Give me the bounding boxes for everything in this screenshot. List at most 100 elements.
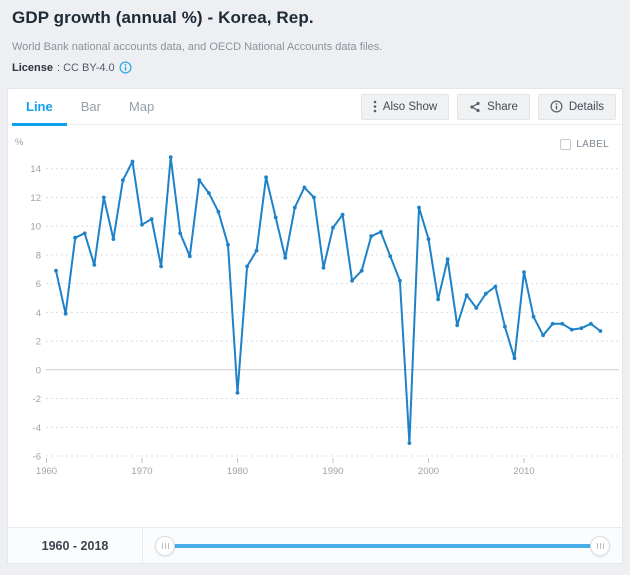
svg-text:1990: 1990 <box>322 466 343 477</box>
share-button[interactable]: Share <box>457 93 530 120</box>
share-icon <box>469 101 481 113</box>
data-point-2007 <box>493 284 498 289</box>
data-point-1965 <box>92 263 97 267</box>
also-show-button[interactable]: Also Show <box>360 93 450 120</box>
details-label: Details <box>568 100 604 113</box>
details-button[interactable]: Details <box>537 93 616 120</box>
data-point-1991 <box>340 212 345 217</box>
slider-track[interactable] <box>165 543 600 548</box>
data-point-2001 <box>436 297 440 302</box>
data-point-1993 <box>359 268 364 273</box>
svg-text:1960: 1960 <box>36 466 57 477</box>
chart-card: Line Bar Map Also Show <box>7 88 623 564</box>
year-range-slider[interactable] <box>143 528 622 563</box>
data-point-1998 <box>407 441 412 445</box>
slider-handle-left[interactable] <box>155 535 175 556</box>
data-point-1972 <box>159 264 164 269</box>
data-point-1971 <box>149 217 154 221</box>
label-checkbox[interactable]: LABEL <box>560 139 609 150</box>
data-point-1988 <box>312 195 316 200</box>
slider-handle-right[interactable] <box>590 535 610 556</box>
svg-text:1980: 1980 <box>227 466 248 477</box>
data-point-1990 <box>331 225 335 230</box>
data-point-1989 <box>321 265 326 270</box>
data-point-1981 <box>245 264 250 269</box>
data-point-1970 <box>140 222 144 227</box>
data-point-1996 <box>388 254 393 259</box>
svg-text:0: 0 <box>36 365 41 376</box>
data-point-2008 <box>503 324 507 329</box>
data-point-1967 <box>111 237 116 241</box>
data-point-1985 <box>283 255 288 260</box>
data-point-1982 <box>254 248 259 253</box>
svg-text:8: 8 <box>36 250 41 261</box>
data-point-1984 <box>273 215 278 220</box>
also-show-label: Also Show <box>382 100 438 113</box>
svg-text:-4: -4 <box>33 423 41 434</box>
page-title: GDP growth (annual %) - Korea, Rep. <box>12 8 314 27</box>
data-point-1966 <box>101 195 106 200</box>
svg-text:6: 6 <box>36 279 41 290</box>
data-point-2017 <box>589 321 593 326</box>
data-point-2016 <box>579 326 584 331</box>
tab-line[interactable]: Line <box>12 89 67 126</box>
data-point-2006 <box>483 291 488 296</box>
chart-footer: 1960 - 2018 <box>8 527 622 563</box>
svg-text:%: % <box>15 137 24 148</box>
data-point-2000 <box>426 237 431 241</box>
svg-text:12: 12 <box>30 193 41 204</box>
license-row: License : CC BY-4.0 <box>12 61 618 74</box>
data-point-1995 <box>378 230 383 234</box>
license-info-icon[interactable] <box>119 61 132 74</box>
data-point-1961 <box>54 268 58 273</box>
chart-line <box>55 156 602 445</box>
tab-map[interactable]: Map <box>128 98 155 114</box>
tab-bar[interactable]: Bar <box>80 98 101 114</box>
data-point-1969 <box>130 159 135 164</box>
svg-text:-2: -2 <box>33 394 41 405</box>
svg-text:1970: 1970 <box>131 466 152 477</box>
svg-text:14: 14 <box>30 164 41 175</box>
data-point-2018 <box>598 329 603 333</box>
license-label: License <box>12 61 53 74</box>
page-header: GDP growth (annual %) - Korea, Rep. Worl… <box>12 8 618 74</box>
data-point-1978 <box>216 209 221 214</box>
data-point-1992 <box>350 278 354 283</box>
data-point-2005 <box>474 306 479 310</box>
data-point-1977 <box>207 191 211 195</box>
data-point-2014 <box>560 321 565 326</box>
data-point-1968 <box>121 178 125 183</box>
line-chart[interactable]: % -6 -4 -2 0 2 4 6 8 10 12 14 1960 1970 1980 1990 2000 20… <box>8 125 622 485</box>
source-note: World Bank national accounts data, and O… <box>12 41 383 53</box>
data-point-2012 <box>541 333 545 338</box>
data-point-1994 <box>369 234 374 239</box>
data-point-1964 <box>82 231 87 236</box>
data-point-1999 <box>417 205 421 210</box>
svg-text:-6: -6 <box>33 452 41 463</box>
data-point-2011 <box>531 314 536 319</box>
data-point-1975 <box>187 254 192 259</box>
checkbox-icon[interactable] <box>560 139 572 150</box>
data-point-1976 <box>197 178 202 183</box>
kebab-icon <box>373 100 377 113</box>
svg-text:4: 4 <box>36 308 41 319</box>
data-point-1973 <box>168 155 173 160</box>
toolbar: Also Show Share <box>360 93 622 120</box>
data-point-2015 <box>569 327 574 332</box>
chart-svg[interactable]: % -6 -4 -2 0 2 4 6 8 10 12 14 1960 1970 1980 1990 2000 20… <box>8 125 622 485</box>
year-range-text: 1960 - 2018 <box>8 528 143 563</box>
label-checkbox-text: LABEL <box>576 139 609 150</box>
data-point-2003 <box>455 323 460 328</box>
info-icon <box>550 100 563 113</box>
data-point-1987 <box>302 185 307 190</box>
data-point-1997 <box>398 278 402 283</box>
data-point-1983 <box>264 175 268 180</box>
data-point-2009 <box>512 356 517 361</box>
data-point-1980 <box>235 390 240 395</box>
data-point-2002 <box>445 257 450 262</box>
svg-text:2000: 2000 <box>418 466 439 477</box>
data-point-2013 <box>550 321 555 326</box>
data-point-1974 <box>178 231 183 236</box>
license-value: : CC BY-4.0 <box>56 61 115 74</box>
share-label: Share <box>487 100 518 113</box>
